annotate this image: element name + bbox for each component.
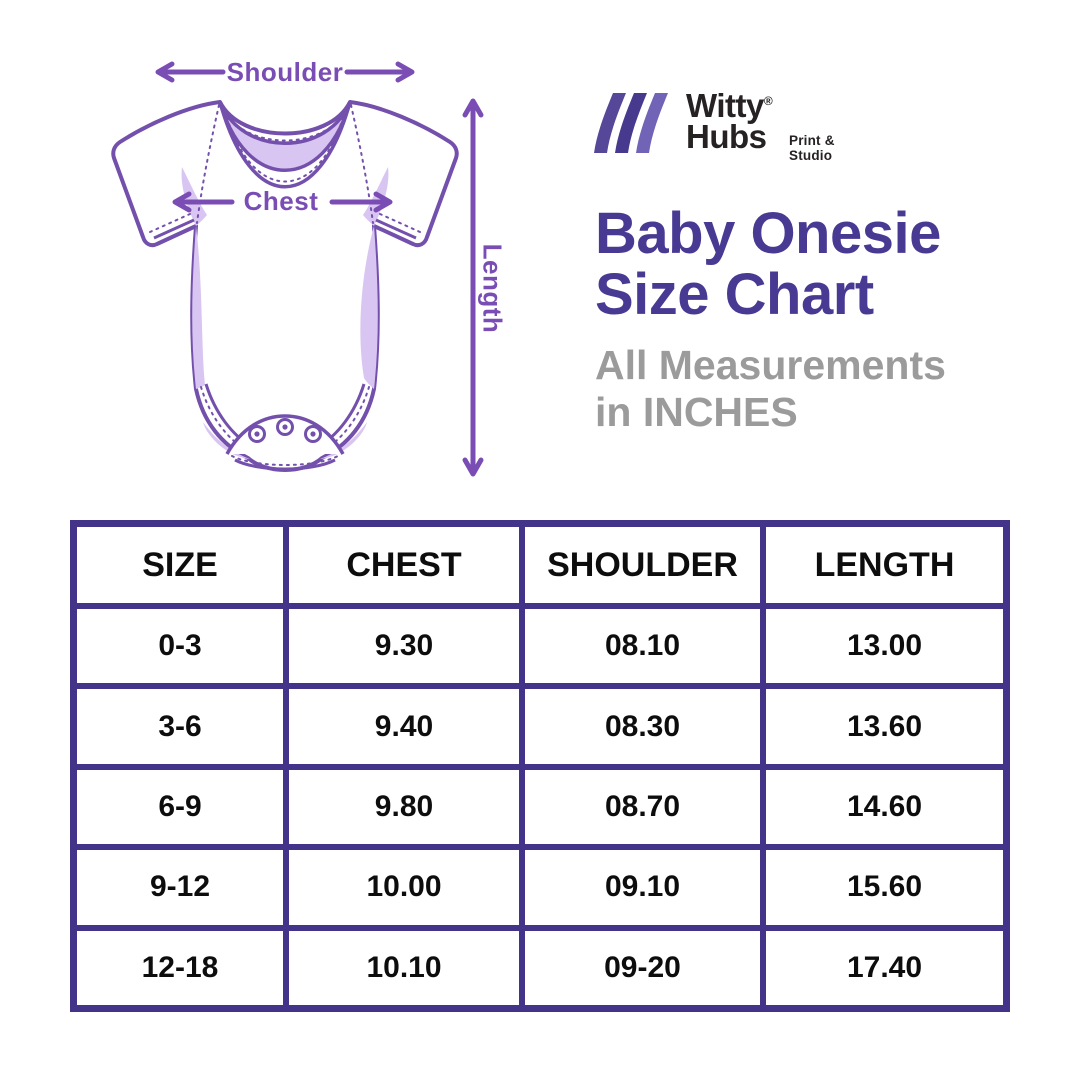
registered-mark: ® [763, 94, 773, 108]
snap-buttons [248, 418, 322, 443]
table-cell: 09-20 [525, 930, 760, 1005]
table-cell: 6-9 [77, 769, 283, 845]
page-title-line2: Size Chart [595, 262, 874, 327]
page-title-line1: Baby Onesie [595, 201, 941, 266]
table-cell: 08.30 [525, 689, 760, 764]
table-cell: 09.10 [525, 850, 760, 925]
table-cell: 17.40 [766, 930, 1003, 1005]
page-title: Baby Onesie Size Chart [595, 203, 941, 325]
table-cell: 3-6 [77, 689, 283, 764]
table-cell: 13.60 [766, 689, 1003, 764]
length-arrow [462, 98, 484, 477]
table-cell: 9.40 [289, 689, 519, 764]
chest-label: Chest [243, 186, 319, 216]
brand-logo [593, 93, 669, 158]
table-cell: 08.70 [525, 769, 760, 845]
onesie-shading [181, 102, 389, 459]
brand-tagline: Print & Studio [789, 133, 835, 163]
column-header-shoulder: SHOULDER [525, 527, 760, 603]
table-cell: 15.60 [766, 850, 1003, 925]
chest-arrow-right [329, 191, 393, 213]
brand-name: Witty® Hubs [686, 87, 773, 155]
shoulder-arrow-left [155, 61, 226, 83]
column-header-length: LENGTH [766, 527, 1003, 603]
chest-arrow-left [172, 191, 235, 213]
table-cell: 10.00 [289, 850, 519, 925]
table-cell: 9-12 [77, 850, 283, 925]
wittyhubs-mark-icon [594, 93, 668, 153]
column-header-size: SIZE [77, 527, 283, 603]
table-cell: 08.10 [525, 609, 760, 684]
shoulder-arrow-right [344, 61, 415, 83]
table-cell: 9.80 [289, 769, 519, 845]
brand-name-line2: Hubs [686, 118, 767, 155]
shoulder-label: Shoulder [226, 57, 344, 87]
table-cell: 12-18 [77, 930, 283, 1005]
table-cell: 13.00 [766, 609, 1003, 684]
page-subtitle: All Measurements in INCHES [595, 342, 946, 436]
table-cell: 14.60 [766, 769, 1003, 845]
onesie-snap-flap [225, 414, 345, 471]
table-cell: 10.10 [289, 930, 519, 1005]
size-table: SIZE CHEST SHOULDER LENGTH 0-3 9.30 08.1… [70, 520, 1010, 1012]
brand-tagline-line1: Print & [789, 133, 835, 148]
column-header-chest: CHEST [289, 527, 519, 603]
page-subtitle-line2: in INCHES [595, 389, 798, 435]
length-label: Length [477, 243, 508, 334]
table-cell: 0-3 [77, 609, 283, 684]
onesie-body [111, 100, 459, 472]
onesie-diagram: Shoulder Chest Length [70, 45, 520, 495]
onesie-illustration [111, 61, 484, 477]
table-cell: 9.30 [289, 609, 519, 684]
page-subtitle-line1: All Measurements [595, 342, 946, 388]
brand-name-line1: Witty [686, 87, 764, 124]
brand-tagline-line2: Studio [789, 147, 833, 163]
